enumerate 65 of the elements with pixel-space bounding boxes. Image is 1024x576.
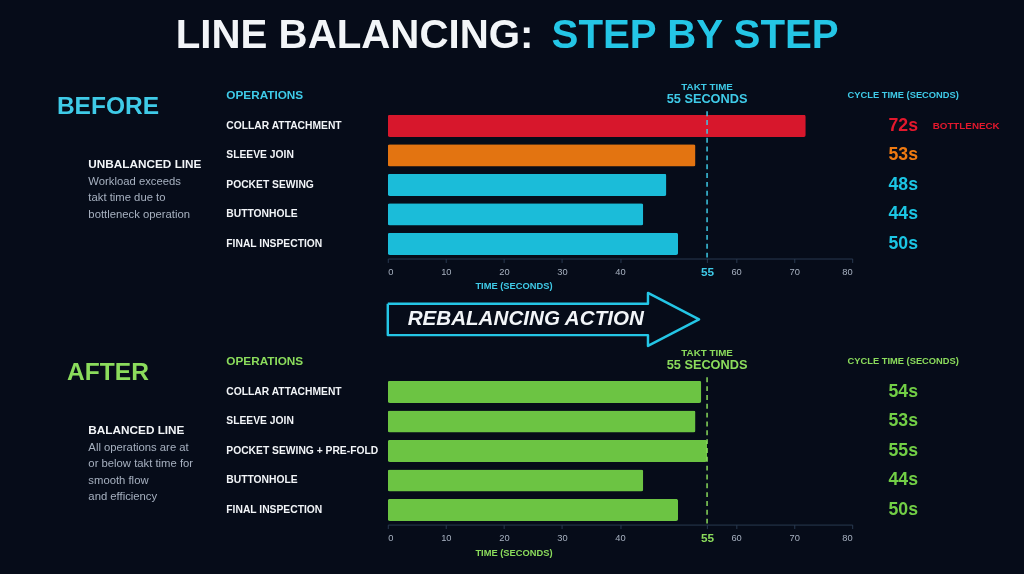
x-tick-label: 80 xyxy=(842,532,853,543)
x-axis-title: TIME (SECONDS) xyxy=(475,281,553,292)
data-label: 55s xyxy=(888,439,919,460)
y-tick-label: BUTTONHOLE xyxy=(226,474,298,486)
x-tick-label: 70 xyxy=(789,266,800,277)
x-tick-label: 60 xyxy=(731,532,742,543)
y-tick-label: COLLAR ATTACHMENT xyxy=(226,119,343,131)
y-tick-label: COLLAR ATTACHMENT xyxy=(226,385,343,397)
y-tick-label: FINAL INSPECTION xyxy=(226,503,323,515)
text: BEFORE xyxy=(56,92,160,120)
text: AFTER xyxy=(67,358,150,386)
x-tick-label: 40 xyxy=(615,266,626,277)
data-label: 72s xyxy=(888,114,919,135)
x-tick-label: 10 xyxy=(441,266,452,277)
x-tick-label: 55 xyxy=(701,264,715,278)
x-tick-label: 20 xyxy=(499,266,510,277)
x-tick-label: 60 xyxy=(731,266,742,277)
data-label: 53s xyxy=(888,144,919,165)
ref-line-label: TAKT TIME 55 SECONDS xyxy=(666,80,748,107)
y-tick-label: FINAL INSPECTION xyxy=(226,237,323,249)
y-tick-label: SLEEVE JOIN xyxy=(226,415,294,427)
x-tick-label: 0 xyxy=(388,532,394,543)
x-axis-title: TIME (SECONDS) xyxy=(475,547,553,558)
bar xyxy=(387,232,679,255)
y-axis-title: OPERATIONS xyxy=(226,354,304,368)
x-tick-label: 0 xyxy=(388,266,394,277)
y-tick-label: POCKET SEWING + PRE-FOLD xyxy=(226,444,379,456)
x-tick-label: 40 xyxy=(615,532,626,543)
x-tick-label: 30 xyxy=(557,266,568,277)
text: BOTTLENECK xyxy=(932,119,1000,131)
bar xyxy=(387,173,667,196)
data-label: 44s xyxy=(888,469,919,490)
bar xyxy=(387,144,696,167)
data-label: 50s xyxy=(888,232,919,253)
x-tick-label: 30 xyxy=(557,532,568,543)
text: Workload exceeds takt time due to bottleneck operation xyxy=(88,174,190,220)
text: LINE BALANCING: STEP BY STEP xyxy=(175,12,839,58)
y-tick-label: POCKET SEWING xyxy=(226,178,314,190)
x-tick-label: 80 xyxy=(842,266,853,277)
bar xyxy=(387,410,696,433)
bar xyxy=(387,114,806,137)
text: CYCLE TIME (SECONDS) xyxy=(847,355,959,366)
data-label: 50s xyxy=(888,498,919,519)
bar xyxy=(387,498,679,522)
y-axis-title: OPERATIONS xyxy=(226,87,304,101)
data-label: 44s xyxy=(888,203,919,224)
data-label: 53s xyxy=(888,410,919,431)
bar xyxy=(387,439,708,463)
x-tick-label: 10 xyxy=(441,532,452,543)
x-tick-label: 70 xyxy=(789,532,800,543)
text: All operations are at or below takt time for smooth flow and efficiency xyxy=(88,440,194,503)
data-label: 54s xyxy=(888,380,919,401)
text: CYCLE TIME (SECONDS) xyxy=(847,89,959,100)
ref-line-label: TAKT TIME 55 SECONDS xyxy=(666,346,748,373)
y-tick-label: SLEEVE JOIN xyxy=(226,149,294,161)
y-tick-label: BUTTONHOLE xyxy=(226,208,298,220)
text: UNBALANCED LINE xyxy=(88,157,202,171)
bar xyxy=(387,380,702,403)
x-tick-label: 55 xyxy=(701,530,715,544)
data-label: 48s xyxy=(888,173,919,194)
text: REBALANCING ACTION xyxy=(407,306,645,330)
bar xyxy=(387,469,644,492)
bar xyxy=(387,203,644,226)
text: BALANCED LINE xyxy=(88,423,185,437)
x-tick-label: 20 xyxy=(499,532,510,543)
